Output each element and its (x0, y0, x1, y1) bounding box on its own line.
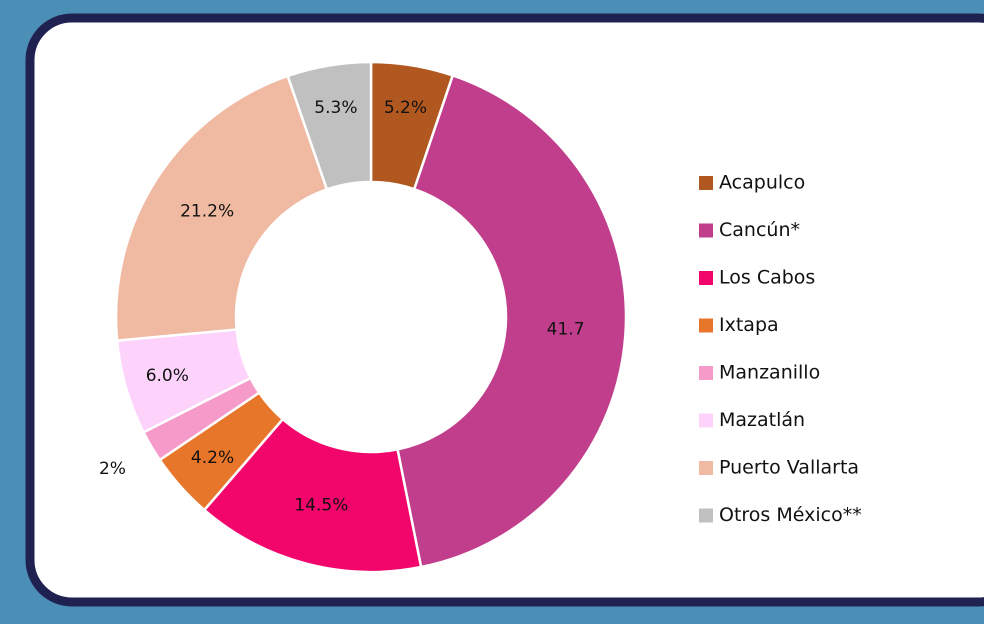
data-label: 21.2% (180, 201, 234, 221)
data-label: 4.2% (191, 448, 234, 468)
donut-slice (114, 74, 329, 342)
legend-swatch (699, 413, 713, 428)
legend-label: Ixtapa (719, 314, 779, 336)
data-label: 14.5% (294, 496, 348, 516)
data-label: 6.0% (146, 366, 189, 386)
data-label: 5.3% (314, 98, 357, 118)
data-label: 41.7 (547, 320, 585, 340)
legend-label: Manzanillo (719, 362, 820, 384)
data-label: 2% (99, 459, 126, 479)
legend-swatch (699, 461, 713, 475)
legend-label: Acapulco (719, 172, 805, 194)
legend-swatch (699, 508, 713, 523)
legend-label: Otros México** (719, 504, 862, 526)
legend-swatch (699, 318, 713, 333)
donut-slice (202, 417, 423, 574)
legend-swatch (699, 366, 713, 380)
legend-label: Mazatlán (719, 409, 805, 431)
legend: Acapulco Cancún* Los Cabos Ixtapa Manzanillo… (699, 172, 862, 526)
data-label: 5.2% (384, 98, 427, 118)
legend-label: Puerto Vallarta (719, 457, 859, 479)
legend-label: Cancún* (719, 219, 800, 241)
legend-swatch (699, 176, 713, 190)
legend-label: Los Cabos (719, 267, 815, 289)
donut: 5.2% 41.7 14.5% 4.2% 2% 6.0% 21.2% 5.3% (99, 60, 628, 574)
legend-swatch (699, 271, 713, 285)
donut-slice (396, 73, 628, 569)
donut-slice (286, 60, 373, 191)
legend-swatch (699, 223, 713, 238)
